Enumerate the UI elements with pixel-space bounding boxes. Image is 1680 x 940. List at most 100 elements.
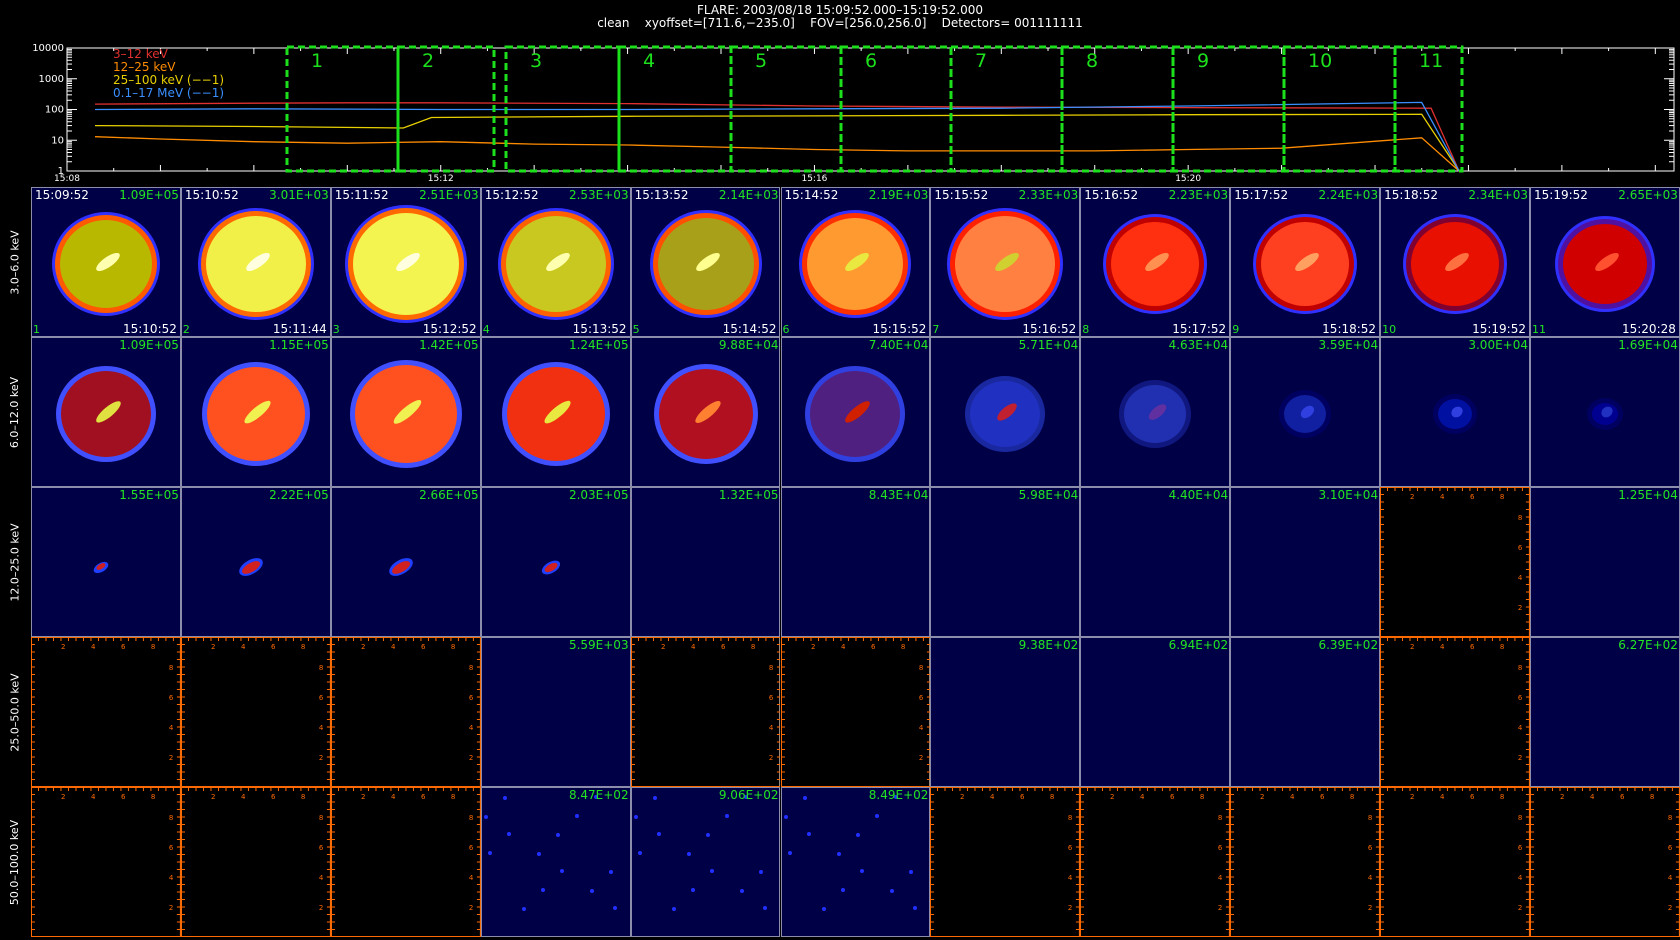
frame-tick-label: 6 bbox=[169, 694, 174, 702]
frame-tick-label: 2 bbox=[1410, 793, 1414, 801]
max-value-label: 1.55E+05 bbox=[119, 488, 179, 502]
frame-tick-label: 4 bbox=[91, 793, 96, 801]
noise-speck bbox=[787, 851, 792, 855]
time-window-label: 2 bbox=[422, 50, 434, 72]
empty-frame-axes: 2 2 4 4 6 6 8 8 bbox=[330, 787, 481, 937]
empty-frame-axes: 2 2 4 4 6 6 8 8 bbox=[1380, 487, 1530, 637]
frame-tick-label: 2 bbox=[469, 754, 473, 762]
noise-speck bbox=[613, 906, 618, 910]
interval-number: 9 bbox=[1232, 323, 1240, 336]
frame-tick-label: 4 bbox=[1440, 493, 1445, 501]
max-value-label: 2.19E+03 bbox=[868, 188, 929, 202]
empty-frame-axes: 2 2 4 4 6 6 8 8 bbox=[780, 637, 931, 787]
energy-band-label: 12.0–25.0 keV bbox=[0, 487, 30, 637]
max-value-label: 4.63E+04 bbox=[1168, 338, 1229, 352]
empty-frame-border bbox=[31, 787, 181, 937]
interval-number: 5 bbox=[632, 323, 640, 336]
image-cell: 2.23E+03 15:16:52 15:17:52 8 bbox=[1080, 187, 1231, 337]
frame-tick-label: 4 bbox=[1368, 874, 1373, 882]
max-value-label: 8.49E+02 bbox=[868, 788, 929, 802]
empty-frame-border bbox=[1230, 787, 1381, 937]
image-cell: 7.40E+04 bbox=[780, 337, 931, 487]
empty-frame-border bbox=[1380, 487, 1530, 637]
end-time-label: 15:20:28 bbox=[1621, 322, 1676, 336]
empty-frame-border bbox=[180, 787, 331, 937]
noise-speck bbox=[652, 796, 657, 800]
image-cell: 2 2 4 4 6 6 8 8 bbox=[1380, 637, 1530, 787]
frame-tick-label: 6 bbox=[271, 643, 276, 651]
noise-speck bbox=[593, 795, 598, 799]
max-value-label: 5.98E+04 bbox=[1018, 488, 1079, 502]
time-window-label: 6 bbox=[865, 50, 877, 72]
end-time-label: 15:10:52 bbox=[122, 322, 177, 336]
max-value-label: 1.15E+05 bbox=[269, 338, 329, 352]
noise-speck bbox=[608, 870, 613, 874]
image-cell: 2 2 4 4 6 6 8 8 bbox=[180, 637, 331, 787]
empty-frame-border bbox=[180, 637, 331, 787]
frame-tick-label: 4 bbox=[241, 793, 246, 801]
frame-tick-label: 2 bbox=[211, 793, 215, 801]
noise-speck bbox=[671, 907, 676, 911]
max-value-label: 6.94E+02 bbox=[1168, 638, 1229, 652]
frame-tick-label: 8 bbox=[1368, 814, 1372, 822]
max-value-label: 8.43E+04 bbox=[868, 488, 929, 502]
image-cell: 8.43E+04 bbox=[780, 487, 931, 637]
image-cell: 2.34E+03 15:18:52 15:19:52 10 bbox=[1380, 187, 1530, 337]
image-cell: 2 2 4 4 6 6 8 8 bbox=[31, 637, 181, 787]
image-cell: 2.51E+03 15:11:52 15:12:52 3 bbox=[330, 187, 481, 337]
max-value-label: 9.06E+02 bbox=[718, 788, 779, 802]
image-cell: 9.06E+02 bbox=[630, 787, 781, 937]
frame-tick-label: 4 bbox=[1290, 793, 1295, 801]
image-cell: 6.27E+02 bbox=[1530, 637, 1680, 787]
frame-tick-label: 4 bbox=[1518, 874, 1523, 882]
frame-tick-label: 4 bbox=[1140, 793, 1145, 801]
frame-tick-label: 6 bbox=[1218, 844, 1223, 852]
image-cell: 2 2 4 4 6 6 8 8 bbox=[330, 637, 481, 787]
frame-tick-label: 8 bbox=[1518, 514, 1522, 522]
max-value-label: 9.88E+04 bbox=[718, 338, 779, 352]
noise-speck bbox=[637, 851, 642, 855]
frame-tick-label: 8 bbox=[169, 664, 173, 672]
noise-speck bbox=[739, 889, 744, 893]
noise-speck bbox=[821, 907, 826, 911]
noise-speck bbox=[840, 888, 845, 892]
frame-tick-label: 8 bbox=[1200, 793, 1204, 801]
frame-tick-label: 6 bbox=[319, 694, 324, 702]
noise-speck bbox=[758, 870, 763, 874]
noise-speck bbox=[874, 814, 879, 818]
empty-frame-axes: 2 2 4 4 6 6 8 8 bbox=[180, 637, 331, 787]
noise-speck bbox=[536, 852, 541, 856]
frame-tick-label: 8 bbox=[451, 643, 455, 651]
series-line-2 bbox=[94, 113, 1460, 172]
frame-tick-label: 4 bbox=[691, 643, 696, 651]
frame-tick-label: 6 bbox=[271, 793, 276, 801]
time-window-label: 10 bbox=[1308, 50, 1332, 72]
image-cell: 2.24E+03 15:17:52 15:18:52 9 bbox=[1230, 187, 1381, 337]
max-value-label: 6.27E+02 bbox=[1618, 638, 1678, 652]
start-time-label: 15:18:52 bbox=[1384, 188, 1438, 202]
image-cell: 1.32E+05 bbox=[630, 487, 781, 637]
frame-tick-label: 4 bbox=[1668, 874, 1673, 882]
frame-tick-label: 2 bbox=[469, 904, 473, 912]
x-tick-label: 15:16 bbox=[801, 174, 827, 184]
image-cell: 2.22E+05 bbox=[180, 487, 331, 637]
frame-tick-label: 6 bbox=[469, 844, 474, 852]
image-cell: 3.00E+04 bbox=[1380, 337, 1530, 487]
image-cell: 9.38E+02 bbox=[930, 637, 1081, 787]
frame-tick-label: 8 bbox=[1518, 814, 1522, 822]
energy-band-text: 6.0–12.0 keV bbox=[8, 376, 22, 448]
frame-tick-label: 8 bbox=[1500, 643, 1504, 651]
max-value-label: 1.32E+05 bbox=[718, 488, 779, 502]
interval-number: 8 bbox=[1082, 323, 1090, 336]
legend-entry: 25–100 keV (−−1) bbox=[113, 73, 224, 87]
max-value-label: 2.65E+03 bbox=[1618, 188, 1678, 202]
y-tick-label: 10 bbox=[51, 135, 64, 146]
start-time-label: 15:16:52 bbox=[1084, 188, 1139, 202]
empty-frame-axes: 2 2 4 4 6 6 8 8 bbox=[31, 787, 181, 937]
max-value-label: 2.24E+03 bbox=[1318, 188, 1379, 202]
frame-tick-label: 6 bbox=[1668, 844, 1673, 852]
max-value-label: 1.25E+04 bbox=[1618, 488, 1678, 502]
image-cell: 1.24E+05 bbox=[480, 337, 631, 487]
image-cell: 2 2 4 4 6 6 8 8 bbox=[930, 787, 1081, 937]
